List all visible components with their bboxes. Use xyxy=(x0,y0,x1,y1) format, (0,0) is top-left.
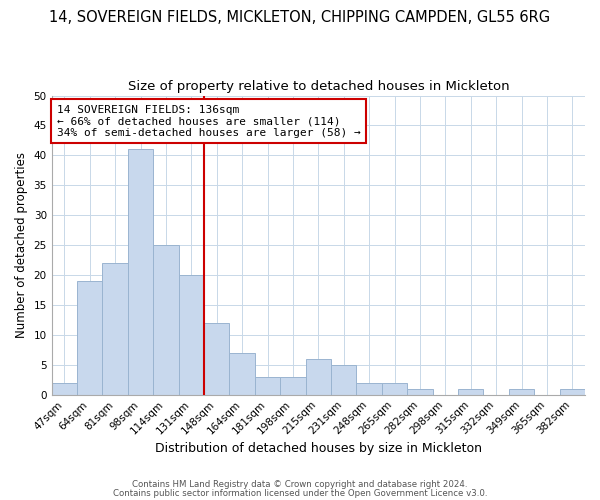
Text: Contains HM Land Registry data © Crown copyright and database right 2024.: Contains HM Land Registry data © Crown c… xyxy=(132,480,468,489)
Bar xyxy=(128,150,153,394)
Text: Contains public sector information licensed under the Open Government Licence v3: Contains public sector information licen… xyxy=(113,488,487,498)
Bar xyxy=(77,281,103,394)
Bar xyxy=(382,383,407,394)
Title: Size of property relative to detached houses in Mickleton: Size of property relative to detached ho… xyxy=(128,80,509,93)
Text: 14, SOVEREIGN FIELDS, MICKLETON, CHIPPING CAMPDEN, GL55 6RG: 14, SOVEREIGN FIELDS, MICKLETON, CHIPPIN… xyxy=(49,10,551,25)
Bar xyxy=(560,388,585,394)
Bar xyxy=(458,388,484,394)
Bar xyxy=(407,388,433,394)
Bar xyxy=(280,377,305,394)
X-axis label: Distribution of detached houses by size in Mickleton: Distribution of detached houses by size … xyxy=(155,442,482,455)
Bar xyxy=(153,245,179,394)
Bar xyxy=(356,383,382,394)
Bar xyxy=(509,388,534,394)
Text: 14 SOVEREIGN FIELDS: 136sqm
← 66% of detached houses are smaller (114)
34% of se: 14 SOVEREIGN FIELDS: 136sqm ← 66% of det… xyxy=(57,104,361,138)
Bar xyxy=(204,323,229,394)
Bar xyxy=(103,263,128,394)
Y-axis label: Number of detached properties: Number of detached properties xyxy=(15,152,28,338)
Bar xyxy=(229,353,255,395)
Bar xyxy=(305,359,331,394)
Bar xyxy=(52,383,77,394)
Bar xyxy=(179,275,204,394)
Bar xyxy=(255,377,280,394)
Bar xyxy=(331,365,356,394)
